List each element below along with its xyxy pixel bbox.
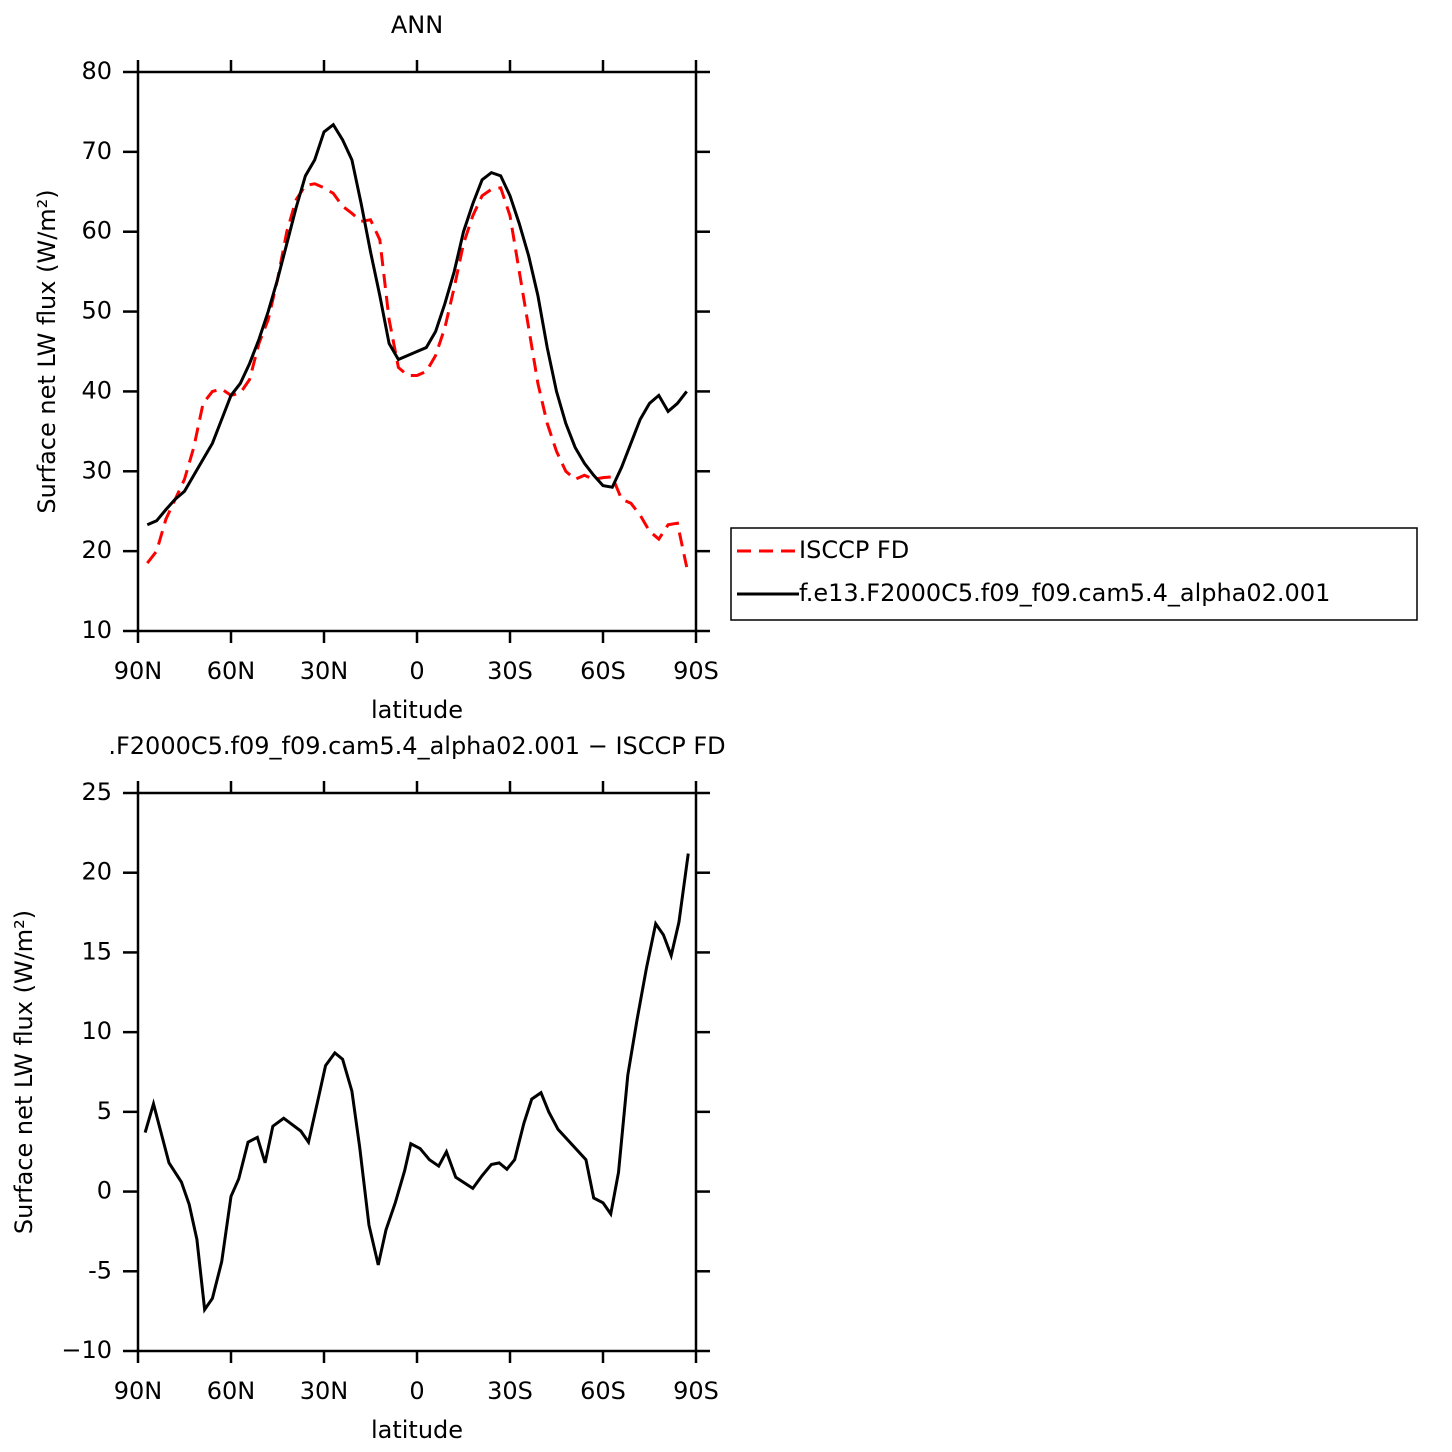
chart-title: .F2000C5.f09_f09.cam5.4_alpha02.001 − IS… <box>108 732 725 760</box>
data-line <box>143 853 690 1314</box>
y-tick-label: 20 <box>81 536 112 564</box>
x-tick-label: 60N <box>207 657 256 685</box>
x-tick-label: 30S <box>487 657 533 685</box>
x-axis-label: latitude <box>371 696 463 724</box>
x-tick-label: 60S <box>580 657 626 685</box>
chart-title: ANN <box>391 11 443 39</box>
x-tick-label: 90S <box>673 657 719 685</box>
y-tick-label: −10 <box>61 1336 112 1364</box>
y-tick-label: 80 <box>81 57 112 85</box>
y-axis-label: Surface net LW flux (W/m²) <box>10 910 38 1234</box>
x-tick-label: 60S <box>580 1377 626 1405</box>
y-tick-label: 30 <box>81 456 112 484</box>
data-line <box>146 182 689 568</box>
legend-label: f.e13.F2000C5.f09_f09.cam5.4_alpha02.001 <box>799 579 1330 607</box>
y-tick-label: 50 <box>81 297 112 325</box>
x-tick-label: 30N <box>300 657 349 685</box>
y-tick-label: -5 <box>88 1256 112 1284</box>
y-tick-label: 0 <box>97 1177 112 1205</box>
x-tick-label: 0 <box>409 657 424 685</box>
x-axis-label: latitude <box>371 1416 463 1444</box>
y-tick-label: 40 <box>81 376 112 404</box>
legend-box <box>730 527 1418 621</box>
y-tick-label: 60 <box>81 217 112 245</box>
x-tick-label: 60N <box>207 1377 256 1405</box>
x-tick-label: 30S <box>487 1377 533 1405</box>
x-tick-label: 0 <box>409 1377 424 1405</box>
y-tick-label: 10 <box>81 1017 112 1045</box>
y-tick-label: 5 <box>97 1097 112 1125</box>
y-tick-label: 15 <box>81 937 112 965</box>
x-tick-label: 30N <box>300 1377 349 1405</box>
legend-label: ISCCP FD <box>799 536 909 564</box>
y-tick-label: 25 <box>81 778 112 806</box>
y-axis-label: Surface net LW flux (W/m²) <box>33 189 61 513</box>
x-tick-label: 90N <box>114 657 163 685</box>
x-tick-label: 90S <box>673 1377 719 1405</box>
x-tick-label: 90N <box>114 1377 163 1405</box>
y-tick-label: 70 <box>81 137 112 165</box>
y-tick-label: 20 <box>81 858 112 886</box>
y-tick-label: 10 <box>81 616 112 644</box>
data-line <box>146 122 688 527</box>
